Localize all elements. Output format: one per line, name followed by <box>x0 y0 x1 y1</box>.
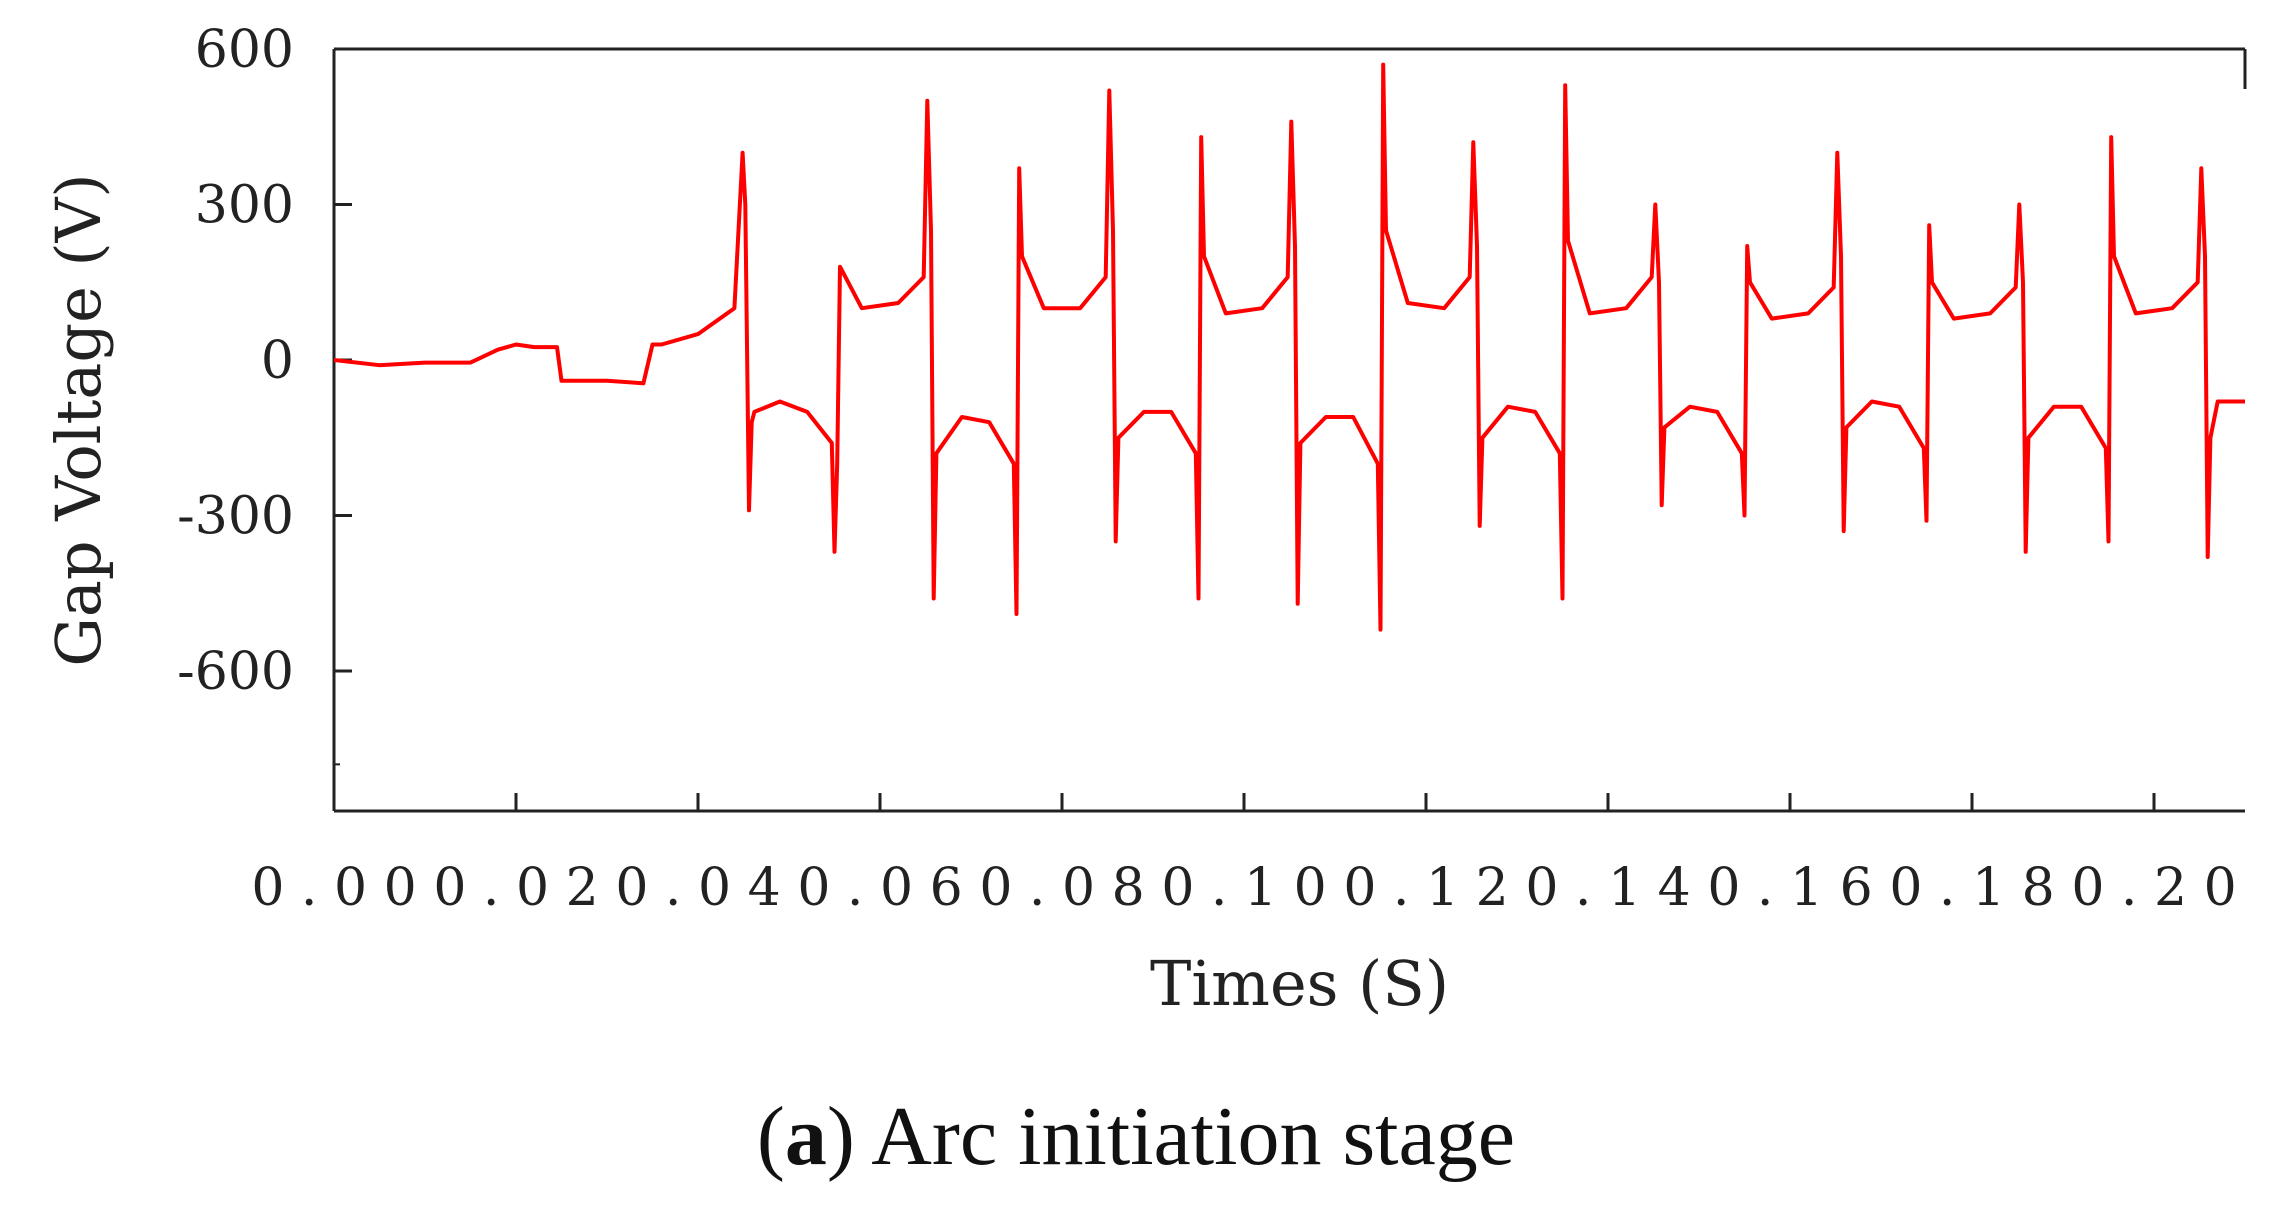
x-axis-title: Times (S) <box>1150 947 1449 1020</box>
caption-label: a <box>784 1090 827 1183</box>
y-tick-label: -600 <box>177 642 294 702</box>
figure-caption: (a) Arc initiation stage <box>756 1090 1516 1183</box>
x-tick-label: 0 . 2 0 <box>2071 858 2236 918</box>
x-tick-label: 0 . 0 2 <box>433 858 598 918</box>
y-tick-label: 300 <box>195 176 294 236</box>
y-tick-label: 600 <box>195 20 294 80</box>
x-tick-label: 0 . 1 0 <box>1161 858 1326 918</box>
x-tick-label: 0 . 0 8 <box>979 858 1144 918</box>
y-tick-label: 0 <box>261 331 294 391</box>
x-tick-label: 0 . 0 6 <box>797 858 962 918</box>
caption-text: Arc initiation stage <box>854 1090 1516 1183</box>
chart-tick-labels: 600 300 0 -300 -600 0 . 0 0 0 . 0 2 0 . 0 4 0 . … <box>177 20 2237 918</box>
x-tick-label: 0 . 1 2 <box>1343 858 1508 918</box>
x-tick-label: 0 . 1 4 <box>1525 858 1690 918</box>
y-tick-label: -300 <box>177 487 294 547</box>
x-tick-label: 0 . 0 0 <box>251 858 416 918</box>
chart-ticks <box>332 47 2156 811</box>
chart-axes <box>332 47 2247 813</box>
series-line-gap-voltage <box>333 62 2245 632</box>
x-tick-label: 0 . 1 6 <box>1707 858 1872 918</box>
x-tick-label: 0 . 0 4 <box>615 858 780 918</box>
y-axis-title: Gap Voltage (V) <box>42 173 115 666</box>
x-tick-label: 0 . 1 8 <box>1889 858 2054 918</box>
